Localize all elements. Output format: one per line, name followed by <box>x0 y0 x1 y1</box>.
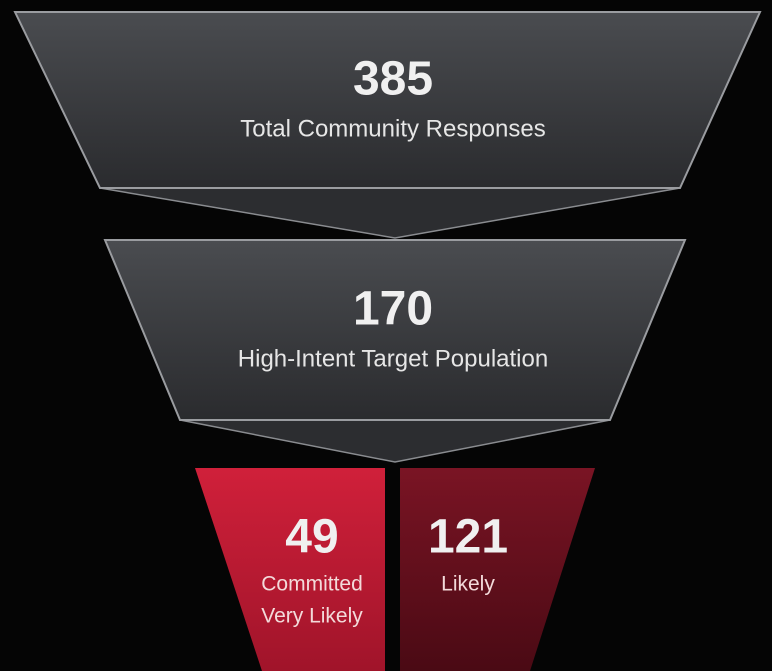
stage-value: 170 <box>353 283 433 336</box>
split-value: 49 <box>285 511 338 564</box>
funnel-stage <box>13 11 762 189</box>
stage-label: High-Intent Target Population <box>238 345 548 372</box>
split-value: 121 <box>428 511 508 564</box>
split-label: Committed <box>261 573 363 596</box>
stage-value: 385 <box>353 53 433 106</box>
split-label: Likely <box>441 573 495 596</box>
funnel-stage <box>103 239 687 421</box>
split-segment <box>195 468 385 671</box>
split-segment <box>400 468 595 671</box>
stage-label: Total Community Responses <box>240 115 545 142</box>
split-label: Very Likely <box>261 605 363 628</box>
